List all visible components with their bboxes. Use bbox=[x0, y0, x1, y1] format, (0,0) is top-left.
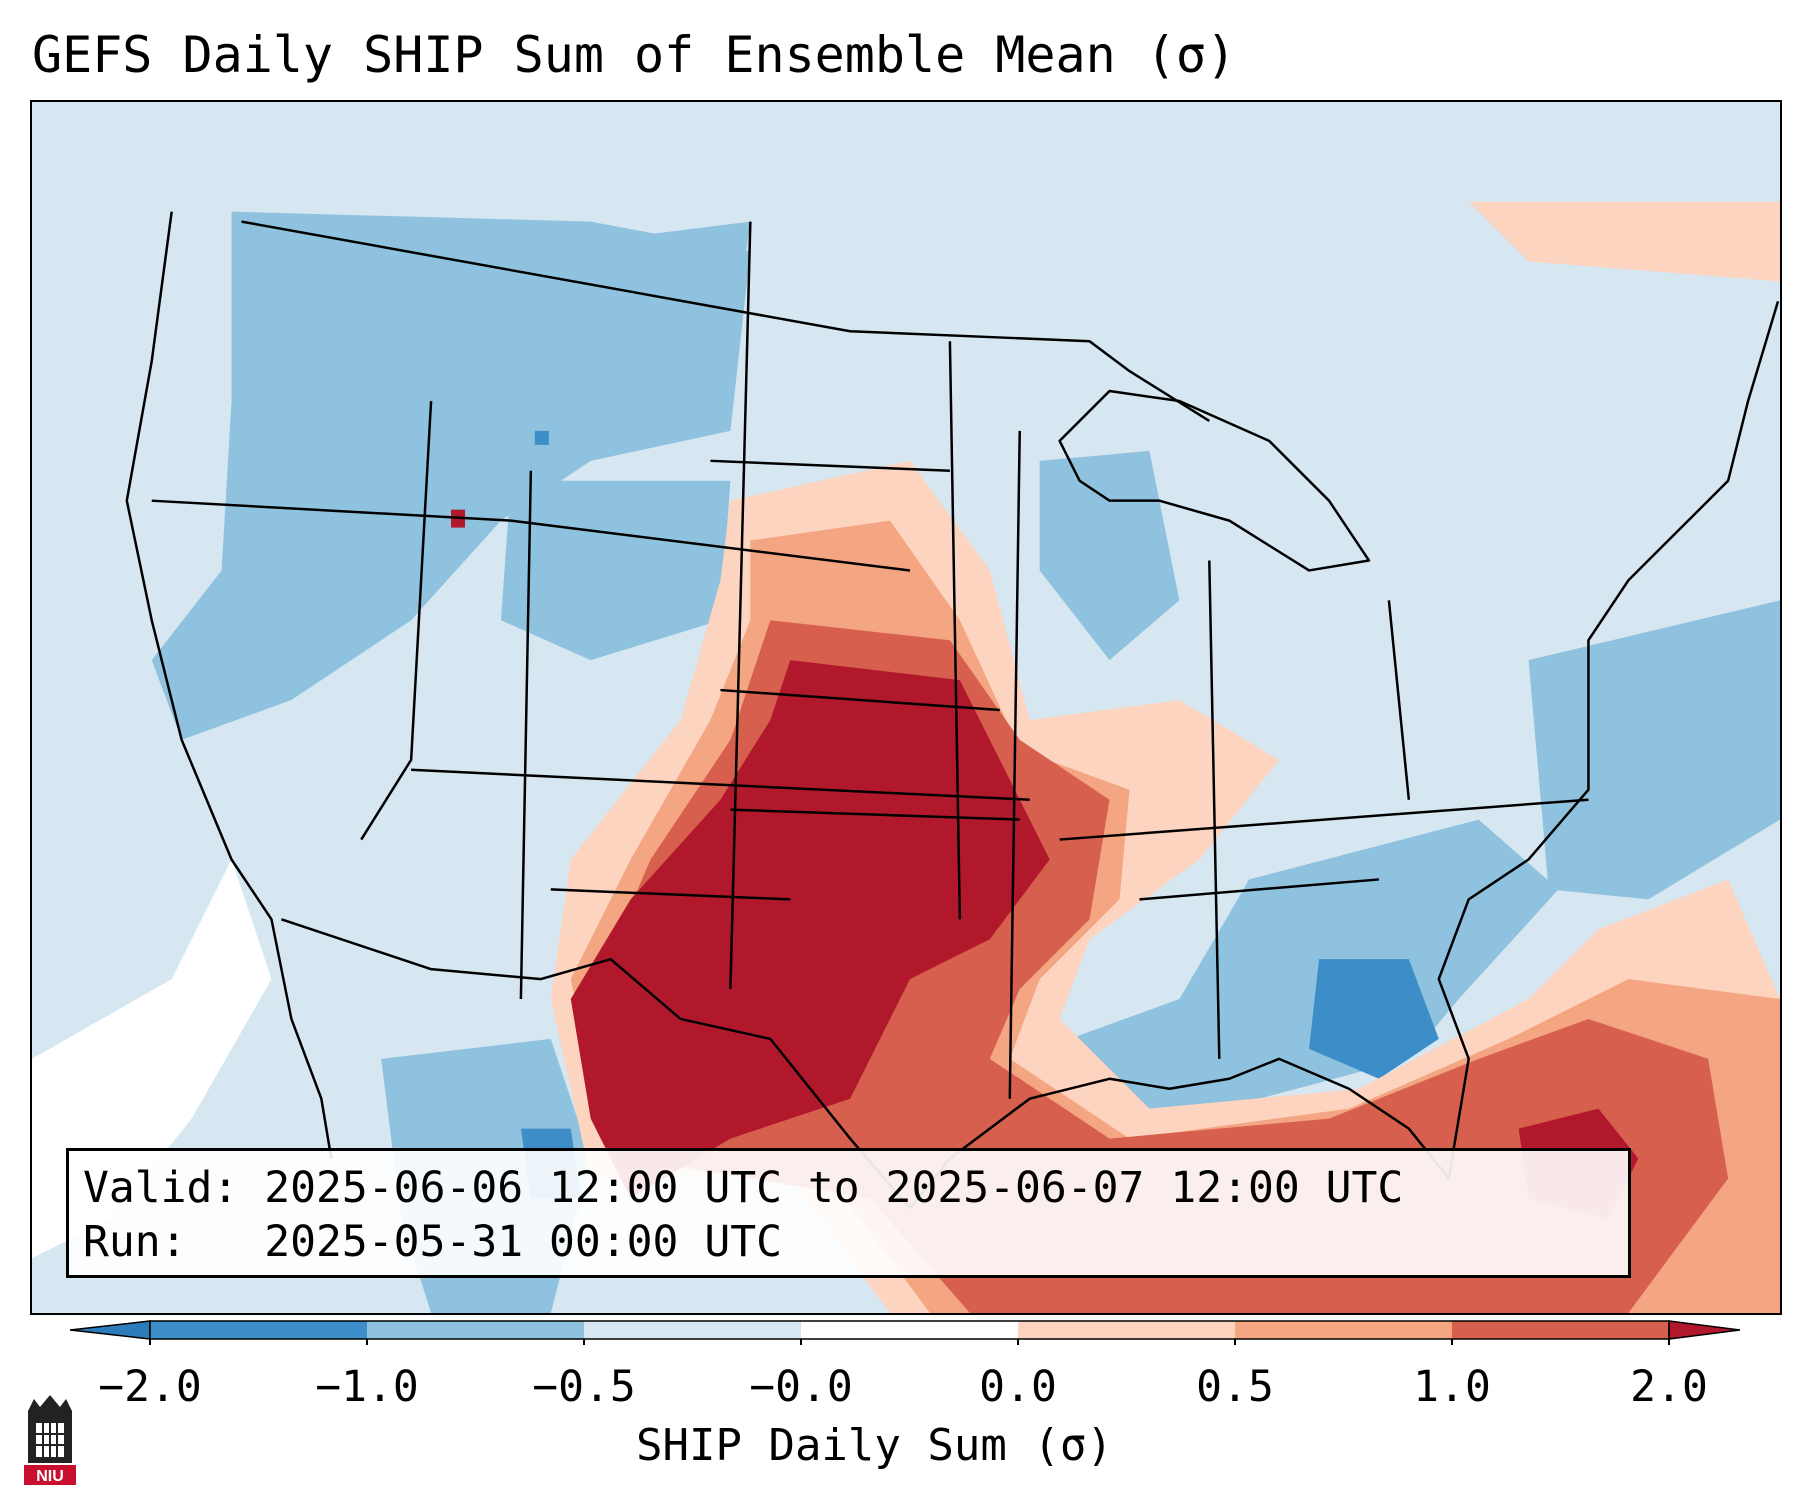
tick-label-3: −0.0 bbox=[749, 1362, 853, 1412]
wisconsin-blob bbox=[1039, 450, 1180, 661]
tick-label-7: 2.0 bbox=[1630, 1362, 1708, 1412]
map-panel bbox=[30, 100, 1782, 1315]
colorbar-bin-1 bbox=[150, 1321, 367, 1339]
colorbar-bin-6 bbox=[1235, 1321, 1452, 1339]
georgia-core bbox=[1309, 959, 1439, 1079]
southeast-blob bbox=[1069, 819, 1559, 1149]
colorbar-bin-5 bbox=[1018, 1321, 1235, 1339]
ne-corner bbox=[1468, 201, 1780, 282]
great-lakes bbox=[1058, 389, 1371, 572]
colorbar-bin-3 bbox=[584, 1321, 801, 1339]
state-line-7 bbox=[720, 688, 1000, 712]
state-line-3 bbox=[519, 470, 533, 1000]
east-coast bbox=[1437, 300, 1780, 1179]
map-canvas bbox=[32, 201, 1780, 1313]
state-line-9 bbox=[1008, 430, 1021, 1099]
dakota-blob bbox=[590, 221, 751, 382]
tick-label-4: 0.0 bbox=[979, 1362, 1057, 1412]
tick-label-0: −2.0 bbox=[98, 1362, 202, 1412]
state-line-10 bbox=[1208, 560, 1221, 1059]
state-line-11 bbox=[1059, 798, 1589, 841]
west-coast bbox=[125, 211, 333, 1159]
atlantic-blob bbox=[1528, 600, 1780, 900]
run-value: 2025-05-31 00:00 UTC bbox=[264, 1217, 782, 1267]
valid-value: 2025-06-06 12:00 UTC to 2025-06-07 12:00… bbox=[264, 1163, 1404, 1213]
state-line-6 bbox=[710, 459, 950, 473]
colorbar-high-extend bbox=[1668, 1320, 1740, 1340]
tick-label-6: 1.0 bbox=[1413, 1362, 1491, 1412]
colorbar-bin-7 bbox=[1452, 1321, 1669, 1339]
state-line-2 bbox=[360, 400, 433, 841]
colorbar-outline bbox=[149, 1320, 1670, 1340]
chart-title: GEFS Daily SHIP Sum of Ensemble Mean (σ) bbox=[32, 26, 1237, 84]
state-line-4 bbox=[729, 221, 752, 990]
colorbar-bin-2 bbox=[367, 1321, 584, 1339]
niu-logo: NIU bbox=[24, 1395, 76, 1485]
wyoming-blob bbox=[500, 480, 731, 661]
state-line-14 bbox=[411, 768, 1030, 801]
pacific-northwest-blob bbox=[151, 211, 751, 740]
colorbar-label: SHIP Daily Sum (σ) bbox=[636, 1420, 1113, 1471]
state-line-1 bbox=[151, 499, 911, 572]
gulf-coast bbox=[909, 1057, 1450, 1210]
colorbar-tick-marks bbox=[149, 1339, 1670, 1345]
mexico-border bbox=[281, 918, 911, 1210]
colorbar bbox=[70, 1320, 1740, 1345]
state-line-13 bbox=[1387, 600, 1411, 800]
valid-label: Valid: bbox=[83, 1163, 239, 1213]
run-label: Run: bbox=[83, 1217, 239, 1267]
tick-label-5: 0.5 bbox=[1196, 1362, 1274, 1412]
tick-label-2: −0.5 bbox=[532, 1362, 636, 1412]
state-line-15 bbox=[550, 888, 791, 901]
political-boundaries bbox=[125, 211, 1780, 1210]
state-line-8 bbox=[730, 808, 1020, 821]
colorbar-bin-4 bbox=[801, 1321, 1018, 1339]
colorbar-low-extend bbox=[70, 1320, 151, 1340]
state-line-12 bbox=[1139, 878, 1380, 901]
valid-run-box: Valid: 2025-06-06 12:00 UTC to 2025-06-0… bbox=[66, 1148, 1631, 1278]
canada-us-border bbox=[241, 220, 1210, 423]
logo-text: NIU bbox=[36, 1468, 64, 1485]
wy-pixel bbox=[534, 430, 549, 445]
tick-label-1: −1.0 bbox=[315, 1362, 419, 1412]
state-line-5 bbox=[948, 341, 962, 920]
